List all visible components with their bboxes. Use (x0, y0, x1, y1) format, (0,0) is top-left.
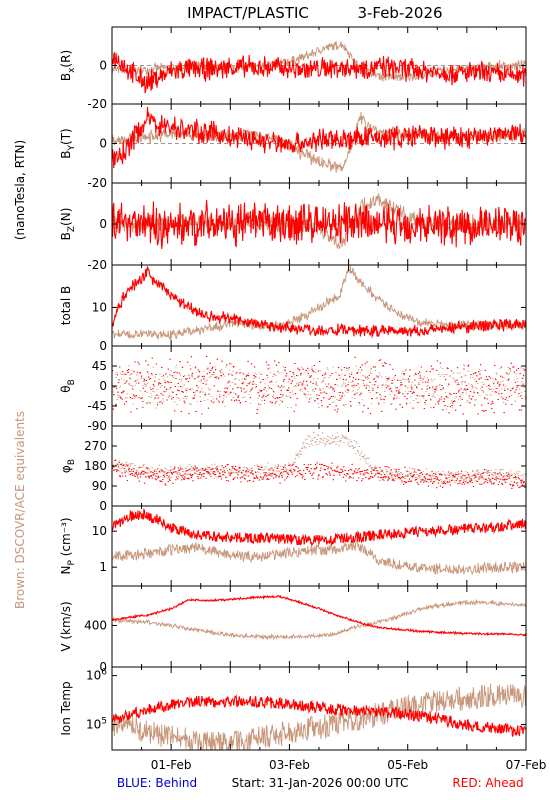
v-series-group (112, 594, 526, 641)
v-ylabel: V (km/s) (59, 601, 73, 651)
phi-ytick-label: 90 (92, 479, 107, 493)
np-ytick-label: 10 (92, 524, 107, 538)
bz-ytick-label: 0 (99, 217, 107, 231)
bx-series-group (112, 41, 526, 94)
np-red-series (112, 508, 526, 546)
panel-bx: 0 -20 Bx(R) (59, 26, 527, 111)
plot-title: IMPACT/PLASTIC (187, 4, 309, 22)
theta-ytick-label: -45 (87, 399, 107, 413)
theta-ytick-label: 0 (99, 379, 107, 393)
panel-ion_temp: 106 105 Ion Temp (59, 666, 527, 751)
xtick-label-05-Feb: 05-Feb (387, 758, 428, 772)
ahead-legend: RED: Ahead (452, 776, 523, 790)
v-red-series (112, 594, 526, 637)
bz-ylabel: BZ(N) (59, 208, 77, 241)
by-ytick-label: 0 (99, 137, 107, 151)
panel-theta: 45 0 -45 -90 θB (59, 345, 527, 433)
by-ytick-label: -20 (87, 176, 107, 190)
btotal-ytick-label: 0 (99, 339, 107, 353)
bx-red-series (112, 51, 526, 94)
ion_temp-ytick-label: 106 (86, 668, 107, 683)
btotal-brown-series (112, 265, 526, 340)
by-series-group (112, 106, 526, 173)
phi-series-group (112, 432, 526, 489)
panel-btotal: 0 10 total B (59, 264, 527, 353)
phi-red-series (112, 459, 526, 489)
theta-ytick-label: 45 (92, 359, 107, 373)
theta-ytick-label: -90 (87, 419, 107, 433)
phi-brown-series (112, 432, 526, 485)
panel-phi: 270 180 90 0 φB (59, 425, 527, 513)
by-red-series (112, 106, 526, 169)
np-series-group (112, 508, 526, 576)
btotal-ytick-label: 10 (92, 300, 107, 314)
phi-ylabel: φB (59, 459, 77, 473)
equivalents-note: Brown: DSCOVR/ACE equivalents (13, 411, 27, 609)
bz-series-group (112, 193, 526, 249)
phi-frame (111, 425, 527, 507)
btotal-series-group (112, 265, 526, 340)
theta-red-series (112, 354, 526, 415)
phi-ytick-label: 0 (99, 499, 107, 513)
theta-brown-series (112, 363, 526, 410)
units-label: (nanoTesla, RTN) (13, 140, 27, 240)
v-frame (111, 585, 527, 668)
panel-by: 0 -20 BY(T) (59, 103, 527, 190)
phi-ytick-label: 270 (84, 439, 107, 453)
v-brown-series (112, 598, 526, 641)
phi-ytick-label: 180 (84, 459, 107, 473)
xtick-label-03-Feb: 03-Feb (269, 758, 310, 772)
plot-date: 3-Feb-2026 (357, 4, 442, 22)
bx-ytick-label: -20 (87, 97, 107, 111)
v-ytick-label: 400 (84, 618, 107, 632)
ion_temp-ylabel: Ion Temp (59, 681, 73, 735)
bz-red-series (112, 199, 526, 249)
np-ytick-label: 1 (99, 560, 107, 574)
v-ytick-label: 0 (99, 660, 107, 674)
btotal-ylabel: total B (59, 286, 73, 326)
by-ylabel: BY(T) (59, 128, 77, 158)
theta-ylabel: θB (59, 379, 77, 393)
start-label: Start: 31-Jan-2026 00:00 UTC (232, 776, 409, 790)
bx-ytick-label: 0 (99, 59, 107, 73)
btotal-red-series (112, 266, 526, 339)
xtick-label-01-Feb: 01-Feb (151, 758, 192, 772)
ion_temp-red-series (112, 694, 526, 738)
ion_temp-series-group (112, 683, 526, 750)
panel-v: 400 0 V (km/s) (59, 585, 527, 674)
panel-np: 10 1 NP (cm⁻³) (59, 505, 527, 587)
np-brown-series (112, 540, 526, 576)
ion_temp-brown-series (112, 683, 526, 750)
theta-series-group (112, 354, 526, 415)
bx-ylabel: Bx(R) (59, 50, 77, 81)
ion_temp-ytick-label: 105 (86, 716, 107, 731)
behind-legend: BLUE: Behind (117, 776, 197, 790)
panel-bz: 0 -20 BZ(N) (59, 182, 527, 272)
bz-ytick-label: -20 (87, 258, 107, 272)
xtick-label-07-Feb: 07-Feb (506, 758, 547, 772)
np-ylabel: NP (cm⁻³) (59, 517, 77, 574)
